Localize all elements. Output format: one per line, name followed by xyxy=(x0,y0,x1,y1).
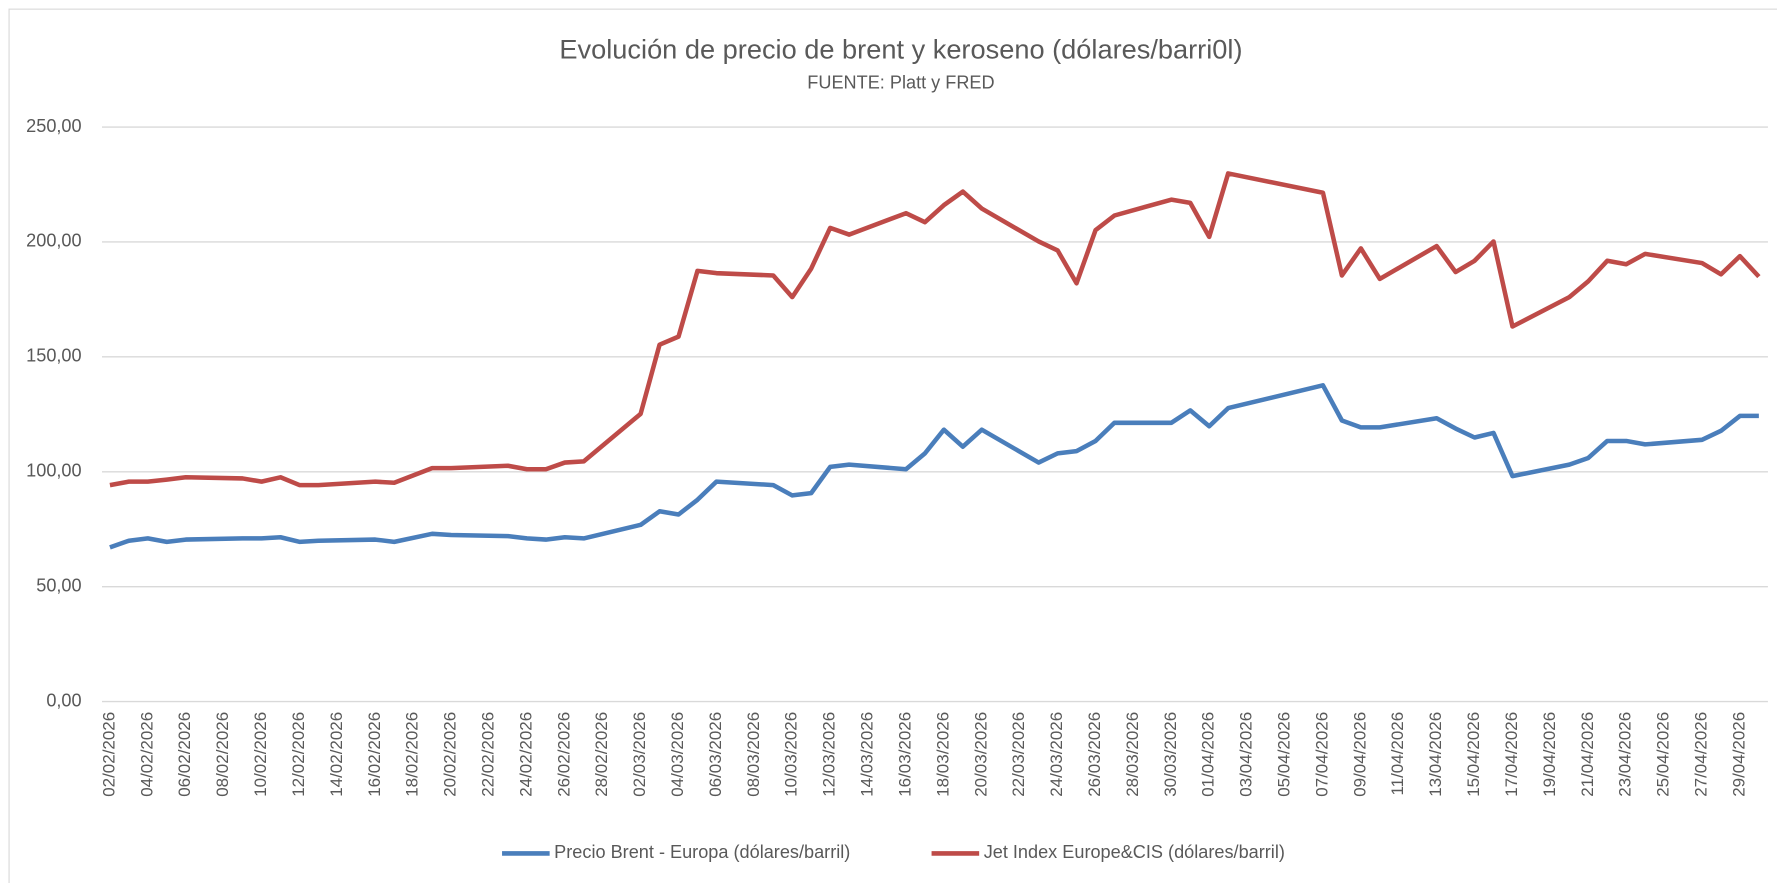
x-tick-label: 24/03/2026 xyxy=(1047,712,1066,797)
x-tick-label: 15/04/2026 xyxy=(1464,712,1483,797)
x-tick-label: 25/04/2026 xyxy=(1654,712,1673,797)
x-tick-label: 18/02/2026 xyxy=(403,712,422,797)
x-tick-label: 19/04/2026 xyxy=(1540,712,1559,797)
x-tick-label: 16/02/2026 xyxy=(365,712,384,797)
chart-title: Evolución de precio de brent y keroseno … xyxy=(559,33,1242,64)
x-tick-label: 23/04/2026 xyxy=(1616,712,1635,797)
chart-border xyxy=(8,8,1777,883)
x-tick-label: 17/04/2026 xyxy=(1502,712,1521,797)
x-tick-label: 27/04/2026 xyxy=(1691,712,1710,797)
x-tick-label: 20/02/2026 xyxy=(441,712,460,797)
x-tick-label: 02/02/2026 xyxy=(99,712,118,797)
x-tick-label: 02/03/2026 xyxy=(630,712,649,797)
x-tick-label: 01/04/2026 xyxy=(1199,712,1218,797)
x-tick-label: 13/04/2026 xyxy=(1426,712,1445,797)
chart-subtitle: FUENTE: Platt y FRED xyxy=(807,73,994,93)
x-tick-label: 14/03/2026 xyxy=(858,712,877,797)
x-tick-label: 26/03/2026 xyxy=(1085,712,1104,797)
x-tick-label: 05/04/2026 xyxy=(1275,712,1294,797)
x-tick-label: 10/03/2026 xyxy=(782,712,801,797)
x-tick-label: 10/02/2026 xyxy=(251,712,270,797)
series-line xyxy=(109,383,1759,550)
y-tick-label: 0,00 xyxy=(46,690,81,710)
x-tick-label: 26/02/2026 xyxy=(554,712,573,797)
x-tick-label: 12/03/2026 xyxy=(820,712,839,797)
x-tick-label: 24/02/2026 xyxy=(516,712,535,797)
y-tick-label: 200,00 xyxy=(26,231,81,251)
x-tick-label: 22/03/2026 xyxy=(1009,712,1028,797)
x-tick-label: 06/03/2026 xyxy=(706,712,725,797)
x-tick-label: 08/03/2026 xyxy=(744,712,763,797)
x-tick-label: 21/04/2026 xyxy=(1578,712,1597,797)
y-tick-label: 100,00 xyxy=(26,461,81,481)
x-tick-label: 22/02/2026 xyxy=(478,712,497,797)
series-line xyxy=(109,171,1761,488)
x-tick-label: 28/03/2026 xyxy=(1123,712,1142,797)
y-tick-label: 150,00 xyxy=(26,346,81,366)
x-tick-label: 30/03/2026 xyxy=(1161,712,1180,797)
x-tick-label: 12/02/2026 xyxy=(289,712,308,797)
x-tick-label: 03/04/2026 xyxy=(1237,712,1256,797)
x-tick-label: 08/02/2026 xyxy=(213,712,232,797)
x-tick-label: 07/04/2026 xyxy=(1312,712,1331,797)
x-tick-label: 04/03/2026 xyxy=(668,712,687,797)
x-tick-label: 20/03/2026 xyxy=(971,712,990,797)
x-tick-label: 04/02/2026 xyxy=(137,712,156,797)
x-tick-label: 06/02/2026 xyxy=(175,712,194,797)
legend-label: Jet Index Europe&CIS (dólares/barril) xyxy=(984,842,1285,862)
x-tick-label: 18/03/2026 xyxy=(933,712,952,797)
legend-label: Precio Brent - Europa (dólares/barril) xyxy=(554,842,850,862)
x-tick-label: 28/02/2026 xyxy=(592,712,611,797)
y-tick-label: 250,00 xyxy=(26,116,81,136)
x-tick-label: 09/04/2026 xyxy=(1350,712,1369,797)
y-tick-label: 50,00 xyxy=(36,575,81,595)
x-tick-label: 29/04/2026 xyxy=(1729,712,1748,797)
x-tick-label: 16/03/2026 xyxy=(895,712,914,797)
x-tick-label: 14/02/2026 xyxy=(327,712,346,797)
x-tick-label: 11/04/2026 xyxy=(1388,712,1407,796)
